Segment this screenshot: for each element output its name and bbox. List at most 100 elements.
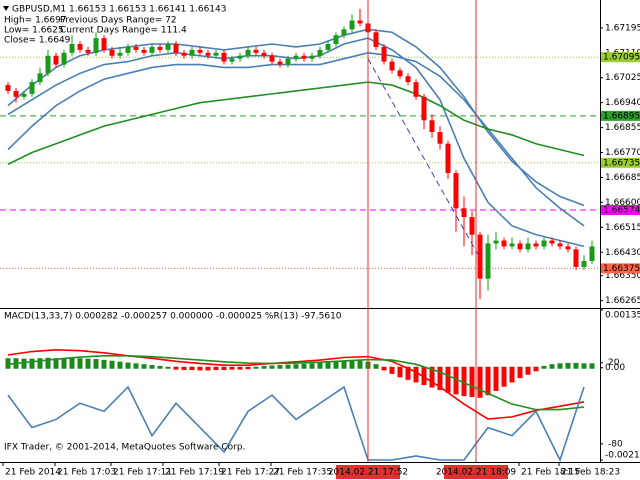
macd-bar <box>213 366 219 371</box>
x-tick-label: 21 Feb 18:15 <box>521 468 580 478</box>
macd-bar <box>493 366 499 391</box>
macd-bar <box>61 358 67 369</box>
y-tick-label: 1.66855 <box>605 123 640 133</box>
level-label-box <box>601 205 640 216</box>
time-label-box <box>336 465 400 479</box>
candle-body <box>557 243 563 247</box>
macd-bar <box>477 366 483 398</box>
macd-bar <box>565 362 571 369</box>
macd-bar <box>573 362 579 369</box>
macd-bar <box>461 366 467 397</box>
indicator-line <box>7 385 585 463</box>
x-tick-label: 21 Feb 17:11 <box>113 468 172 478</box>
candle-body <box>461 208 467 218</box>
candle-body <box>485 243 491 279</box>
candle-body <box>53 55 59 65</box>
candle-body <box>325 44 331 50</box>
macd-bar <box>197 366 203 371</box>
macd-bar <box>309 363 315 369</box>
macd-bar <box>261 365 267 369</box>
macd-bar <box>485 366 491 396</box>
macd-bar <box>349 359 355 369</box>
macd-bar <box>29 358 35 369</box>
candle-body <box>405 76 411 83</box>
candle-body <box>85 49 91 53</box>
macd-bar <box>405 366 411 380</box>
candle-body <box>133 46 139 50</box>
level-label-box <box>601 52 640 63</box>
candle-body <box>13 90 19 97</box>
y-tick-label: 1.66770 <box>605 148 640 158</box>
candle-body <box>125 46 131 53</box>
macd-bar <box>501 366 507 387</box>
macd-bar <box>453 366 459 395</box>
macd-bar <box>85 358 91 369</box>
y2-tick-label: 20 <box>608 358 620 368</box>
x-tick-label: 21 Feb 17:03 <box>57 468 116 478</box>
info: Low= 1.6625 <box>4 26 64 36</box>
macd-bar <box>69 357 75 369</box>
macd-bar <box>45 357 51 369</box>
info: Previous Days Range= 72 <box>60 16 177 26</box>
level-label: 1.66574 <box>603 206 640 216</box>
macd-bar <box>125 362 131 369</box>
candle-body <box>149 46 155 53</box>
macd-bar <box>77 358 83 369</box>
candle-body <box>421 96 427 121</box>
macd-bar <box>221 366 227 371</box>
candle-body <box>413 82 419 97</box>
candle-body <box>541 240 547 247</box>
macd-bar <box>189 366 195 371</box>
macd-bar <box>413 366 419 383</box>
candle-body <box>221 52 227 62</box>
footer: IFX Trader, © 2001-2014, MetaQuotes Soft… <box>4 443 245 453</box>
candle-body <box>341 29 347 36</box>
macd-bar <box>325 362 331 369</box>
collapse-icon <box>3 6 9 11</box>
y-tick-label: 1.66430 <box>605 248 640 258</box>
macd-bar <box>437 366 443 391</box>
macd-bar <box>205 366 211 371</box>
candle-body <box>589 246 595 262</box>
candle-body <box>197 49 203 53</box>
macd-bar <box>341 360 347 369</box>
candle-body <box>573 249 579 267</box>
level-label-box <box>601 110 640 121</box>
x-tick-label: 21 Feb 17:19 <box>165 468 224 478</box>
macd-bar <box>5 358 11 369</box>
candle-body <box>157 46 163 50</box>
macd-bar <box>117 361 123 369</box>
macd-bar <box>141 364 147 369</box>
candle-body <box>253 49 259 53</box>
candle-body <box>293 55 299 59</box>
candle-body <box>549 240 555 244</box>
macd-bar <box>269 365 275 369</box>
macd-bar <box>533 366 539 372</box>
candle-body <box>277 61 283 65</box>
candle-body <box>477 234 483 279</box>
macd-bar <box>541 365 547 369</box>
macd-bar <box>509 366 515 383</box>
macd-bar <box>317 362 323 369</box>
candle-body <box>93 38 99 53</box>
candle-body <box>357 20 363 24</box>
time-label: 2014.02.21 17:52 <box>328 468 408 478</box>
y-tick-label: 1.66600 <box>605 198 640 208</box>
level-label-box <box>601 263 640 274</box>
candle-body <box>237 55 243 59</box>
symbol-line: GBPUSD,M1 1.66153 1.66153 1.66141 1.6614… <box>12 5 226 15</box>
macd-bar <box>589 363 595 369</box>
macd-bar <box>557 363 563 369</box>
macd-bar <box>285 364 291 369</box>
candle-body <box>165 44 171 50</box>
candle-body <box>533 243 539 247</box>
candle-body <box>37 73 43 83</box>
macd-bar <box>229 366 235 370</box>
candle-body <box>109 49 115 56</box>
level-label: 1.66735 <box>603 158 640 168</box>
candle-body <box>269 55 275 62</box>
macd-bar <box>517 366 523 379</box>
macd-bar <box>333 361 339 369</box>
